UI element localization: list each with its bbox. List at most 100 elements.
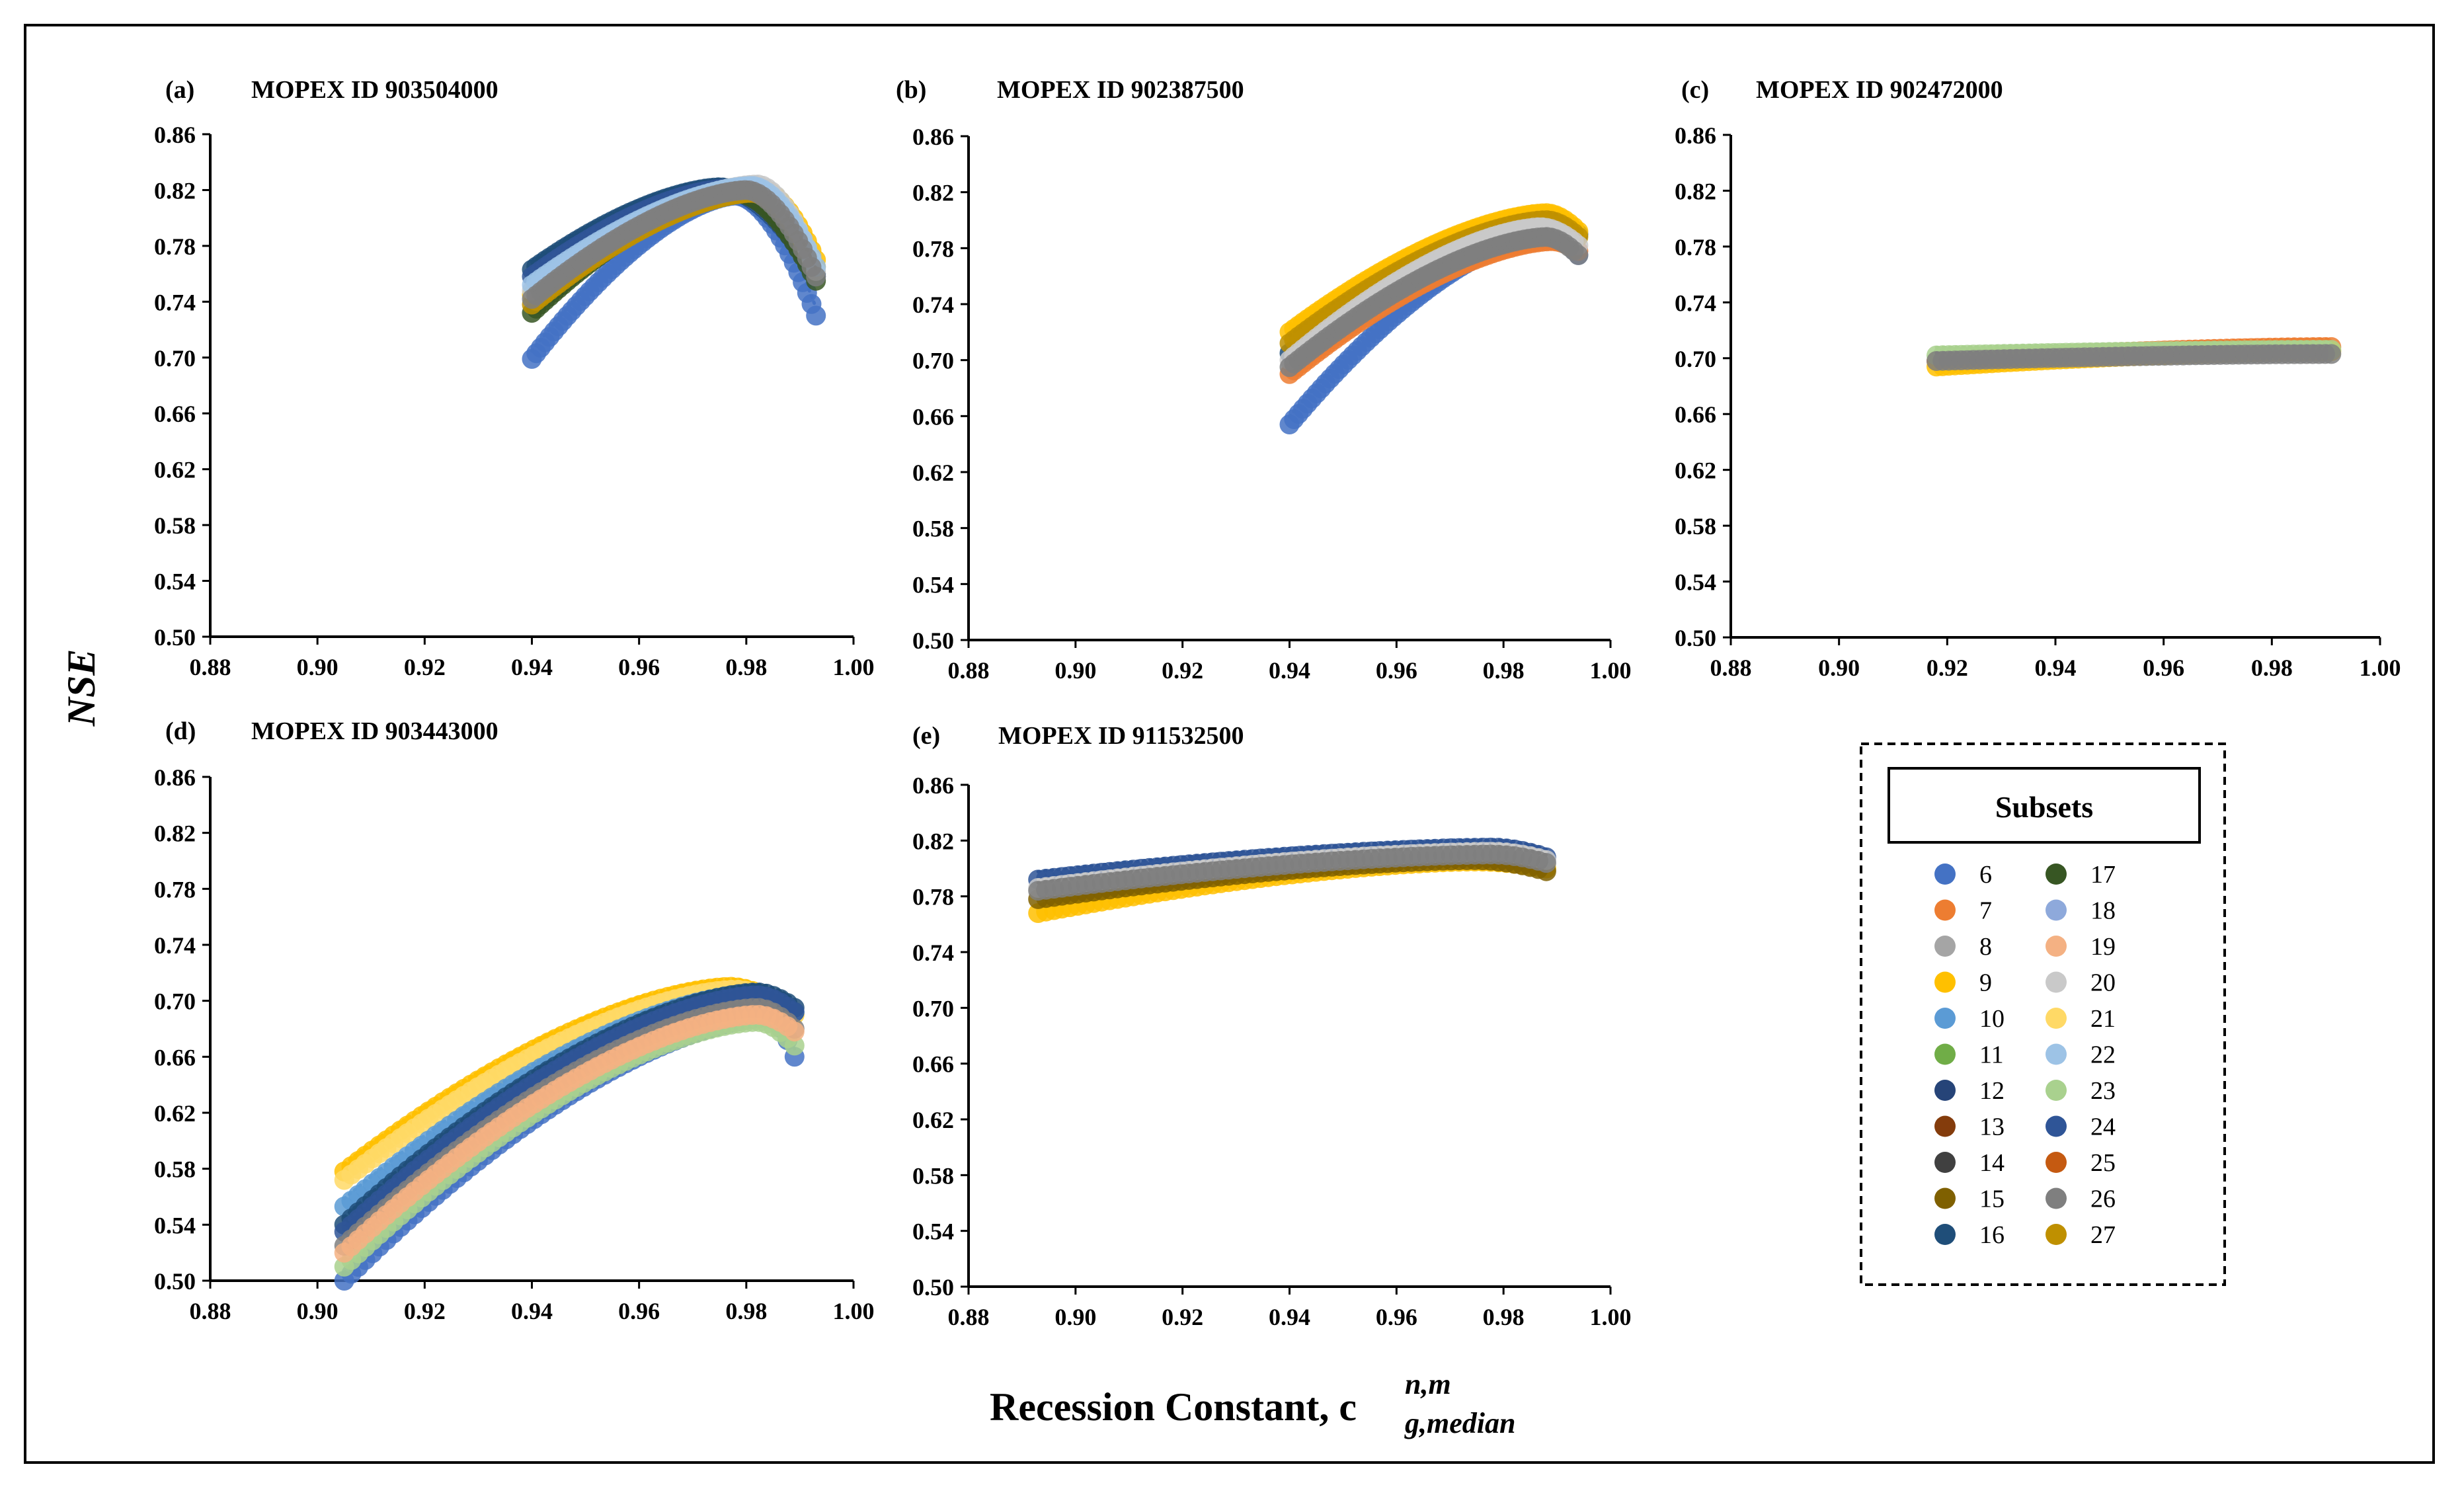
legend-label: 11 [1979, 1041, 2004, 1069]
legend-marker [1934, 971, 1956, 993]
legend-marker [2046, 863, 2067, 885]
legend-item-17: 17 [2046, 861, 2116, 889]
legend-marker [2046, 1080, 2067, 1101]
y-tick-label: 0.50 [154, 1268, 196, 1295]
series-trend [1288, 218, 1580, 354]
legend-marker [2046, 899, 2067, 921]
legend-label: 7 [1979, 897, 1992, 925]
y-tick-label: 0.82 [1675, 178, 1716, 204]
legend-label: 22 [2090, 1041, 2116, 1069]
y-tick-label: 0.66 [1675, 401, 1716, 428]
x-tick-label: 0.88 [1710, 655, 1752, 681]
legend-marker [2046, 1008, 2067, 1029]
y-tick-label: 0.70 [912, 995, 954, 1022]
data-point [1536, 853, 1556, 873]
legend-label: 15 [1979, 1185, 2005, 1213]
y-tick-label: 0.78 [154, 876, 196, 903]
legend-marker [1934, 1187, 1956, 1209]
y-tick-label: 0.54 [154, 569, 196, 595]
y-tick-label: 0.50 [1675, 625, 1716, 651]
x-tick-label: 0.90 [1818, 655, 1860, 681]
legend-marker [1934, 863, 1956, 885]
legend-label: 23 [2090, 1077, 2116, 1105]
y-tick-label: 0.66 [154, 1044, 196, 1070]
legend-item-22: 22 [2046, 1041, 2116, 1069]
panel-c-label: (c) [1681, 76, 1709, 104]
legend-label: 16 [1979, 1221, 2005, 1249]
y-tick-label: 0.62 [1675, 458, 1716, 484]
legend-label: 18 [2090, 897, 2116, 925]
legend-item-23: 23 [2046, 1077, 2116, 1105]
panel-e: 0.50 0.54 0.58 0.62 0.66 0.70 0.74 0.78 0.82 0.86… [912, 772, 1632, 1330]
legend-label: 27 [2090, 1221, 2116, 1249]
panel-d-label: (d) [165, 717, 196, 745]
panel-e-label: (e) [912, 722, 940, 750]
x-tick-label: 0.94 [1269, 657, 1310, 684]
data-point [1568, 245, 1589, 265]
x-tick-label: 0.90 [1054, 1304, 1096, 1330]
panel-b-title: MOPEX ID 902387500 [997, 76, 1244, 104]
y-tick-label: 0.78 [154, 233, 196, 260]
y-tick-label: 0.86 [912, 124, 954, 150]
data-point [806, 266, 826, 287]
y-tick-label: 0.54 [154, 1212, 196, 1238]
x-tick-label: 0.96 [2143, 655, 2184, 681]
legend-item-8: 8 [1934, 933, 1992, 961]
series-trend [342, 1005, 797, 1247]
legend-marker [1934, 1152, 1956, 1173]
panel-d-title: MOPEX ID 903443000 [251, 717, 498, 745]
x-tick-label: 0.94 [2035, 655, 2077, 681]
y-axis-label: NSE [60, 649, 103, 727]
legend-item-13: 13 [1934, 1113, 2005, 1141]
legend-marker [1934, 1008, 1956, 1029]
series-trend [1036, 838, 1548, 873]
y-tick-label: 0.86 [1675, 122, 1716, 149]
legend-item-20: 20 [2046, 969, 2116, 997]
x-axis-label-superscript: n,m [1405, 1368, 1451, 1400]
y-tick-label: 0.66 [154, 401, 196, 427]
series-trend [342, 977, 797, 1166]
y-tick-label: 0.74 [912, 292, 954, 318]
y-tick-label: 0.62 [154, 1100, 196, 1127]
legend-item-25: 25 [2046, 1149, 2116, 1177]
x-tick-label: 0.90 [297, 1298, 338, 1324]
x-tick-label: 0.88 [948, 1304, 990, 1330]
legend-item-16: 16 [1934, 1221, 2005, 1249]
legend-marker [1934, 899, 1956, 921]
legend-marker [2046, 971, 2067, 993]
panel-d: 0.50 0.54 0.58 0.62 0.66 0.70 0.74 0.78 0.82 0.86… [154, 764, 875, 1324]
y-tick-label: 0.50 [912, 1274, 954, 1301]
y-tick-label: 0.54 [912, 1219, 954, 1245]
x-tick-label: 0.96 [618, 654, 660, 680]
y-tick-label: 0.62 [912, 460, 954, 486]
y-tick-label: 0.74 [154, 289, 196, 315]
legend-marker [2046, 1187, 2067, 1209]
y-tick-label: 0.58 [1675, 513, 1716, 540]
legend: Subsets 6 7 8 9 10 11 12 13 14 15 16 17 18 19 20 21 22 23… [1860, 742, 2226, 1286]
panel-c: 0.50 0.54 0.58 0.62 0.66 0.70 0.74 0.78 0.82 0.86… [1675, 122, 2401, 681]
y-tick-label: 0.78 [912, 884, 954, 910]
y-tick-label: 0.58 [154, 1156, 196, 1183]
panel-a-title: MOPEX ID 903504000 [251, 76, 498, 104]
series-26 [1927, 344, 2342, 371]
x-tick-label: 0.88 [948, 657, 990, 684]
y-tick-label: 0.86 [912, 772, 954, 799]
x-tick-label: 1.00 [1590, 1304, 1632, 1330]
legend-item-19: 19 [2046, 933, 2116, 961]
legend-marker [2046, 1043, 2067, 1065]
legend-marker [2046, 1224, 2067, 1245]
legend-label: 10 [1979, 1005, 2005, 1033]
x-tick-label: 0.98 [725, 654, 767, 680]
y-tick-label: 0.58 [154, 512, 196, 539]
y-tick-label: 0.62 [912, 1107, 954, 1133]
figure-frame [24, 24, 2435, 1464]
y-tick-label: 0.66 [912, 1051, 954, 1078]
legend-item-26: 26 [2046, 1185, 2116, 1213]
x-tick-label: 1.00 [833, 654, 875, 680]
x-axis-label-subscript: g,median [1404, 1407, 1515, 1439]
legend-label: 20 [2090, 969, 2116, 997]
legend-marker [2046, 1115, 2067, 1137]
x-tick-label: 0.98 [1483, 1304, 1525, 1330]
y-tick-label: 0.86 [154, 764, 196, 791]
